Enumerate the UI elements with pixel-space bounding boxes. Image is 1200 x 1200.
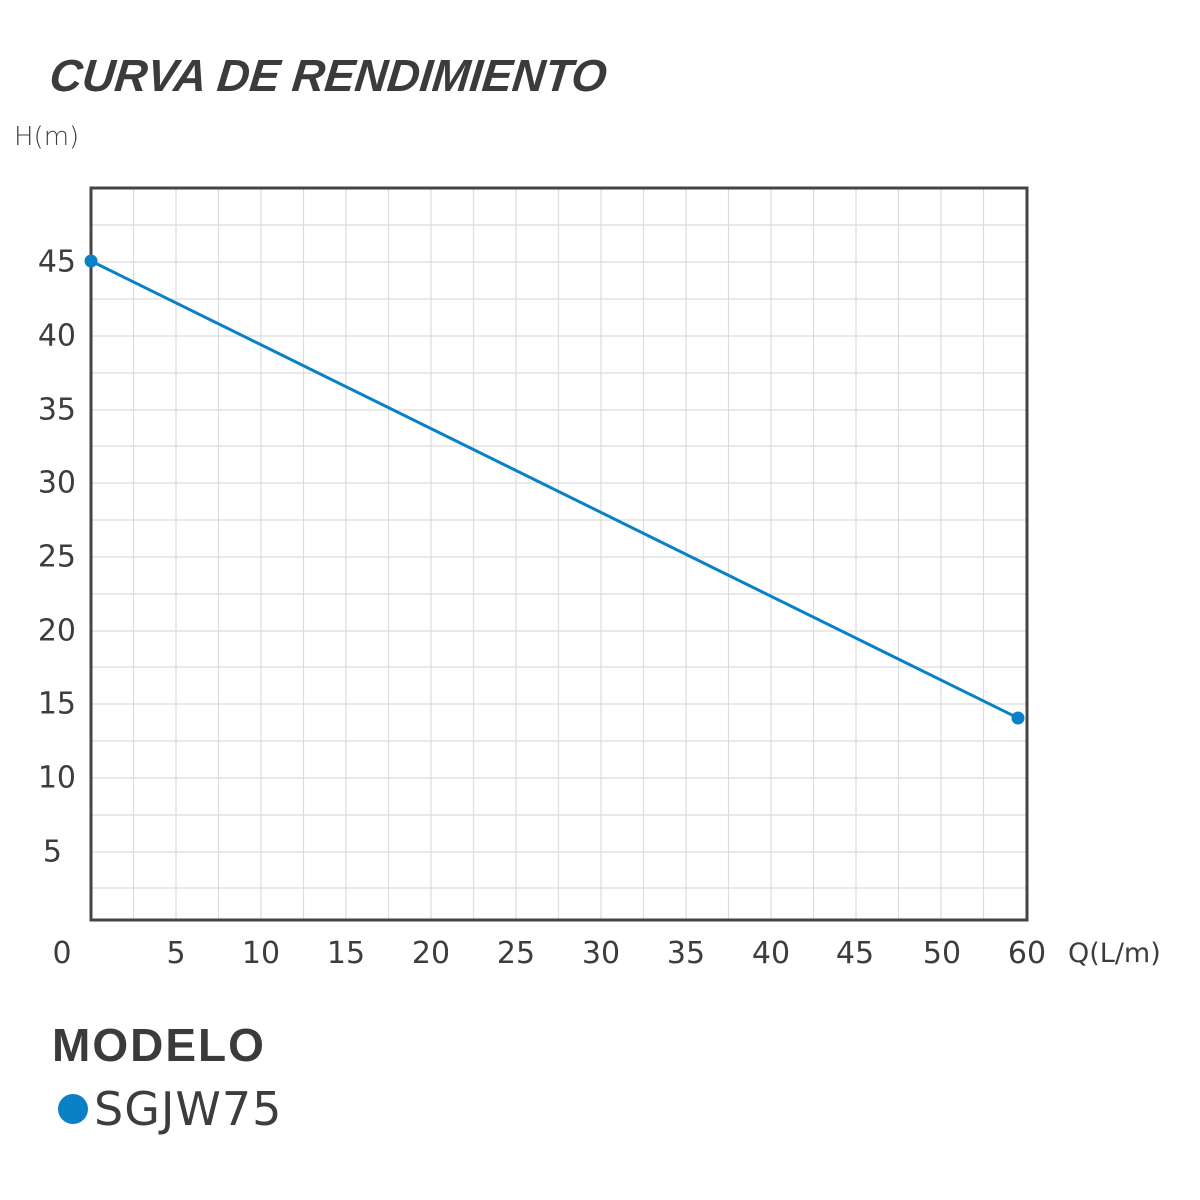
legend-marker-icon — [58, 1094, 88, 1124]
legend-title: MODELO — [52, 1019, 266, 1071]
x-tick-5: 5 — [166, 936, 186, 971]
x-tick-40: 40 — [751, 936, 791, 971]
legend-item-sgjw75: SGJW75 — [58, 1082, 282, 1136]
y-tick-35: 35 — [37, 392, 76, 428]
series-sgjw75 — [84, 254, 1025, 725]
series-line — [90, 259, 1019, 720]
x-axis-label: Q(L/m) — [1068, 938, 1161, 969]
x-tick-20: 20 — [411, 936, 451, 971]
x-tick-45: 45 — [835, 936, 875, 971]
x-tick-30: 30 — [581, 936, 621, 971]
grid-horizontal — [91, 224, 1027, 889]
grid-vertical — [132, 188, 985, 920]
y-tick-40: 40 — [37, 318, 76, 354]
x-tick-25: 25 — [496, 936, 536, 971]
x-tick-0: 0 — [52, 936, 72, 971]
x-tick-50: 50 — [922, 936, 962, 971]
x-tick-35: 35 — [666, 936, 706, 971]
y-axis-label: H(m) — [14, 122, 80, 152]
data-point-start — [84, 254, 98, 268]
legend-label: SGJW75 — [94, 1082, 283, 1136]
y-tick-45: 45 — [37, 244, 76, 280]
x-tick-15: 15 — [326, 936, 366, 971]
plot-frame — [89, 186, 1029, 922]
y-tick-25: 25 — [37, 539, 76, 575]
y-tick-5: 5 — [42, 834, 62, 870]
y-tick-20: 20 — [37, 613, 76, 649]
y-tick-30: 30 — [37, 465, 76, 501]
x-tick-10: 10 — [241, 936, 281, 971]
data-point-end — [1011, 711, 1025, 725]
y-tick-15: 15 — [37, 686, 76, 722]
y-tick-10: 10 — [37, 760, 76, 796]
x-tick-60: 60 — [1007, 936, 1047, 971]
